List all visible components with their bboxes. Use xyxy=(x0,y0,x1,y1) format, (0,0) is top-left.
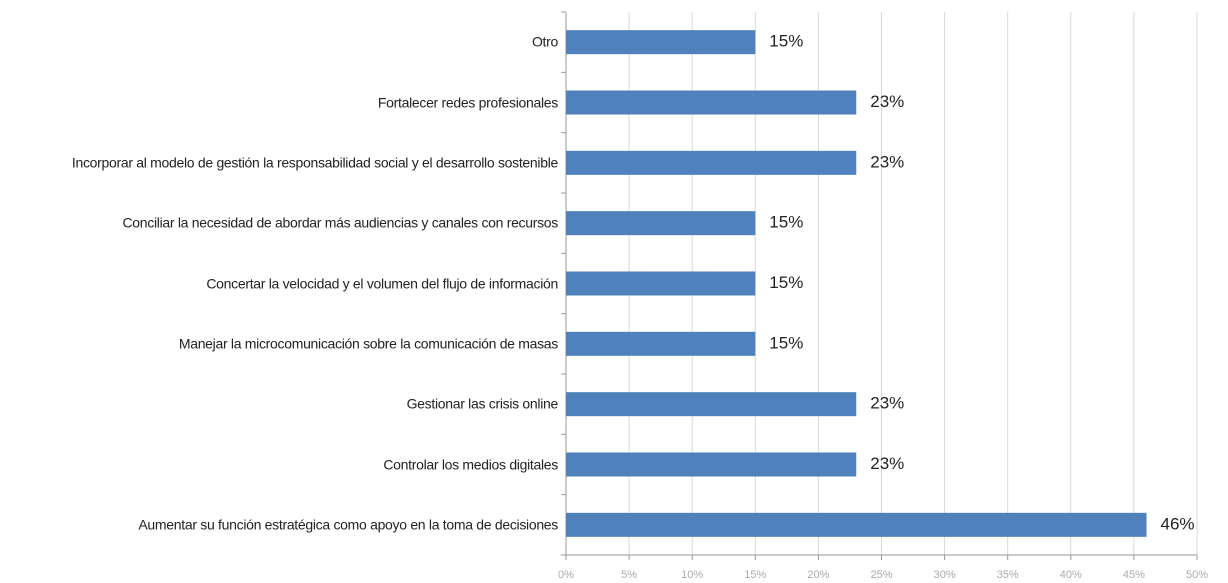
value-label: 15% xyxy=(769,333,803,352)
value-label: 23% xyxy=(870,152,904,171)
value-label: 15% xyxy=(769,32,803,51)
category-label: Otro xyxy=(531,33,558,50)
category-label: Gestionar las crisis online xyxy=(406,395,559,412)
x-tick-label: 0% xyxy=(558,569,574,581)
value-label: 15% xyxy=(769,213,803,232)
category-label: Fortalecer redes profesionales xyxy=(377,94,558,110)
category-label: Incorporar al modelo de gestión la respo… xyxy=(71,154,558,171)
value-label: 23% xyxy=(870,394,904,413)
category-label: Conciliar la necesidad de abordar más au… xyxy=(122,214,558,231)
bar xyxy=(566,331,756,356)
bar xyxy=(566,30,756,55)
value-label: 46% xyxy=(1161,514,1195,533)
x-tick-label: 5% xyxy=(621,569,637,581)
x-tick-label: 50% xyxy=(1186,569,1208,581)
value-label: 23% xyxy=(870,92,904,111)
bar xyxy=(566,392,857,417)
bar xyxy=(566,150,857,175)
x-tick-label: 40% xyxy=(1060,569,1082,581)
bar xyxy=(566,90,857,115)
x-tick-label: 25% xyxy=(870,569,892,581)
x-tick-label: 20% xyxy=(807,569,829,581)
bar xyxy=(566,211,756,236)
x-tick-label: 10% xyxy=(681,569,703,581)
x-tick-label: 30% xyxy=(934,569,956,581)
bar xyxy=(566,452,857,477)
bar xyxy=(566,512,1147,537)
category-label: Manejar la microcomunicación sobre la co… xyxy=(178,335,558,352)
value-label: 15% xyxy=(769,273,803,292)
category-label: Aumentar su función estratégica como apo… xyxy=(138,516,558,533)
bar xyxy=(566,271,756,296)
x-tick-label: 15% xyxy=(744,569,766,581)
x-tick-label: 35% xyxy=(997,569,1019,581)
value-label: 23% xyxy=(870,454,904,473)
category-label: Concertar la velocidad y el volumen del … xyxy=(206,275,558,291)
x-tick-label: 45% xyxy=(1123,569,1145,581)
category-label: Controlar los medios digitales xyxy=(383,456,558,472)
